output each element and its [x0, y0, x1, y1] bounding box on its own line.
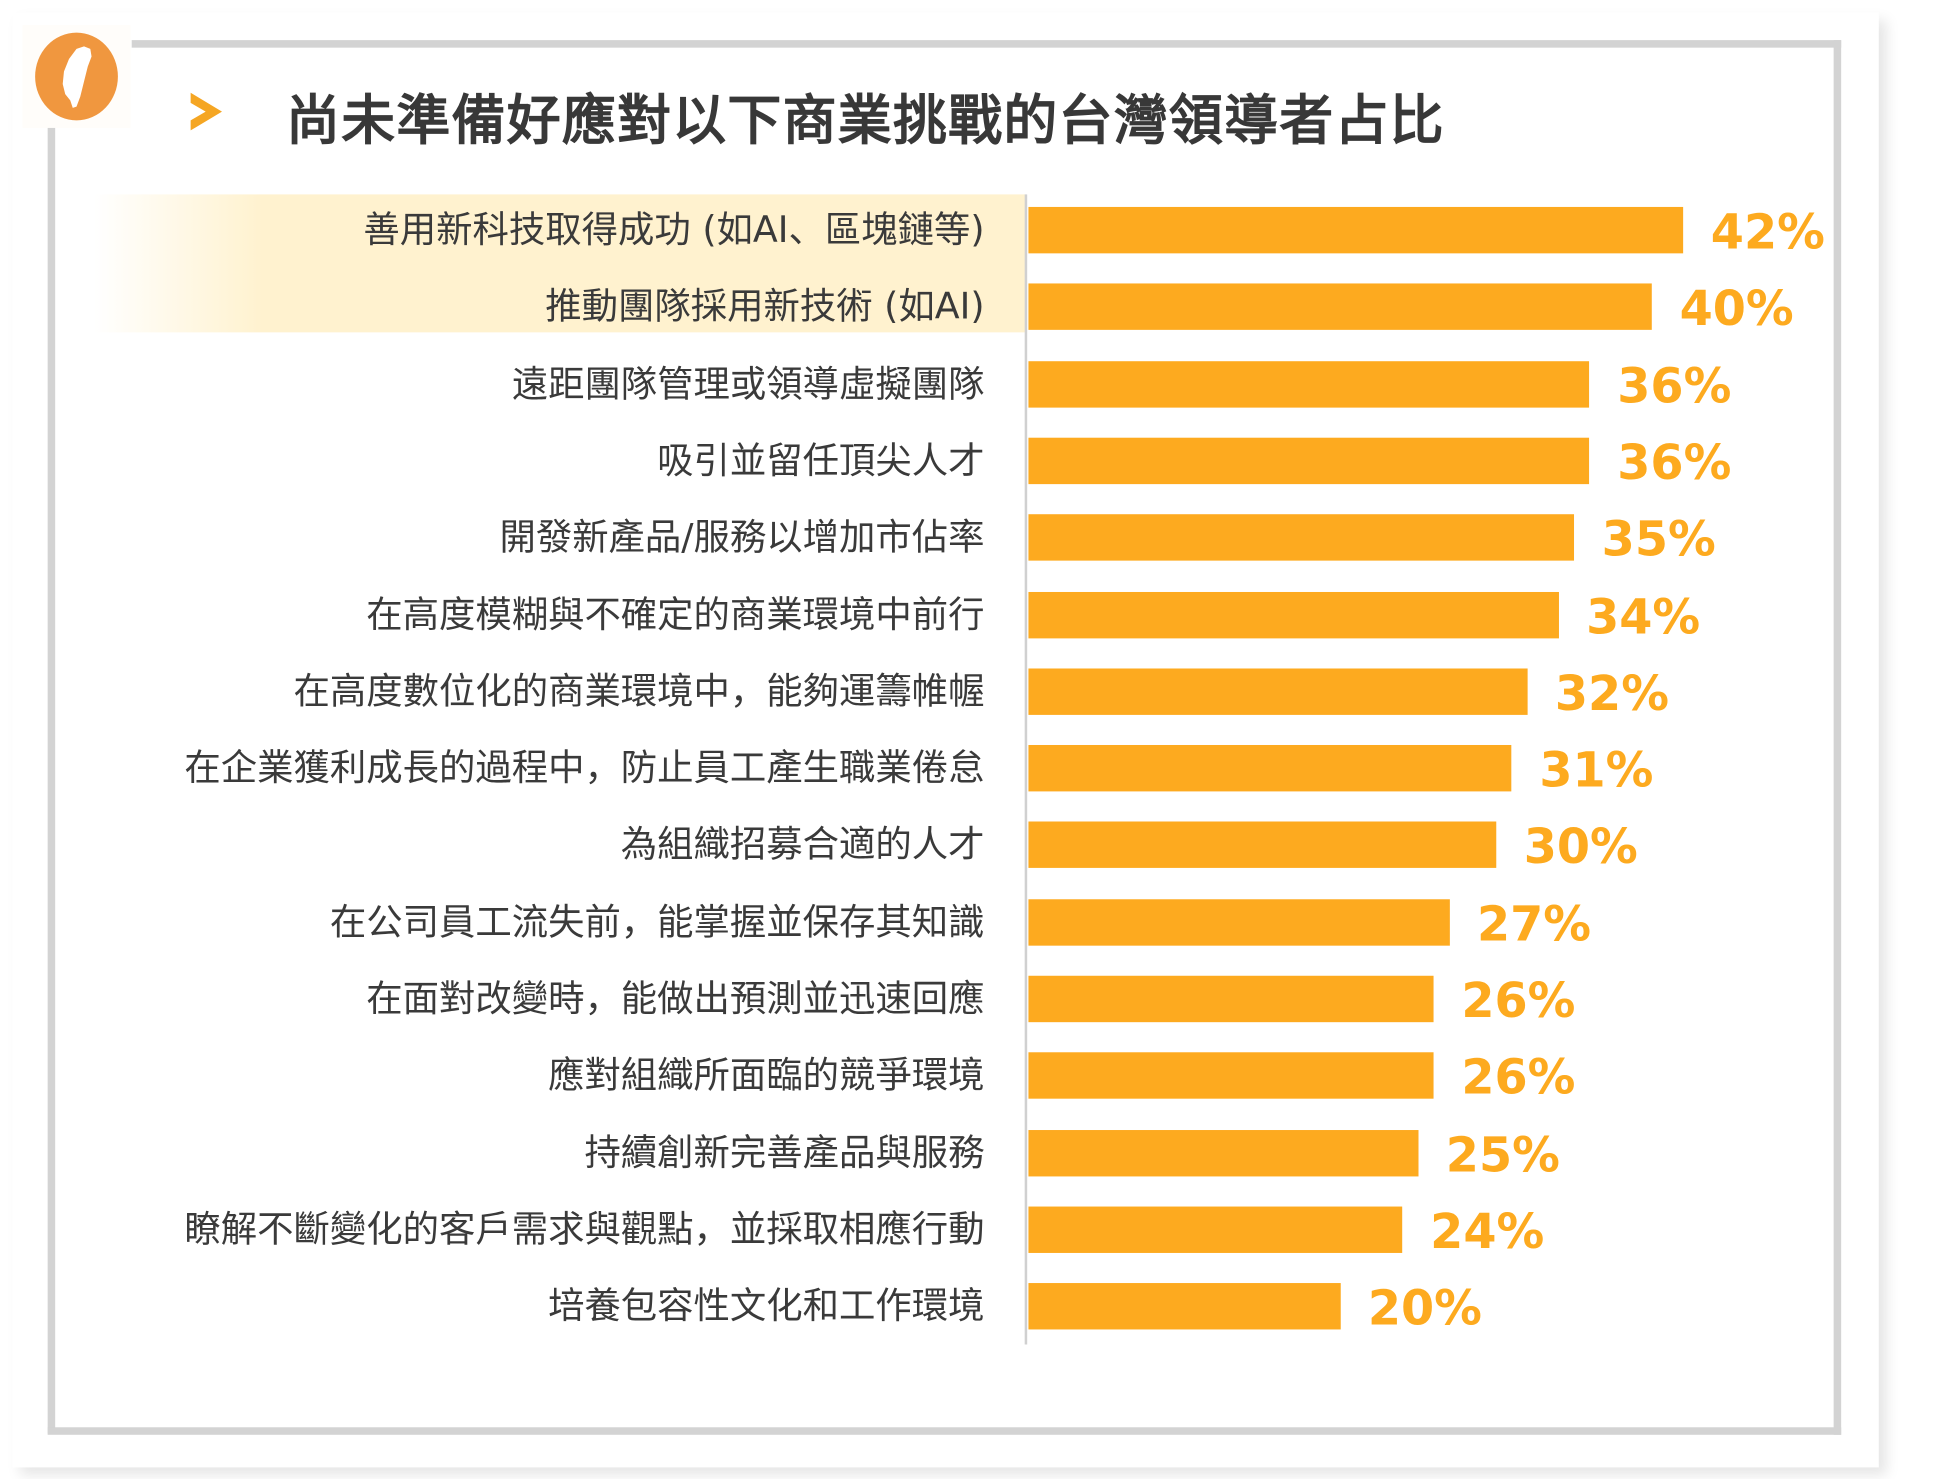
bar	[1028, 514, 1575, 561]
value-label: 31%	[1539, 742, 1654, 798]
category-label: 遠距團隊管理或領導虛擬團隊	[511, 361, 985, 405]
bar	[1028, 1206, 1403, 1253]
value-label: 20%	[1367, 1280, 1482, 1336]
category-label: 吸引並留任頂尖人才	[657, 438, 985, 482]
bar	[1028, 591, 1559, 638]
bar	[1028, 668, 1528, 715]
frame-border-top	[131, 40, 1842, 48]
value-label: 42%	[1710, 204, 1825, 260]
bar	[1028, 206, 1684, 254]
category-label: 瞭解不斷變化的客戶需求與觀點，並採取相應行動	[184, 1207, 985, 1251]
frame-border-left	[47, 125, 56, 1434]
value-label: 26%	[1461, 1050, 1576, 1106]
value-label: 36%	[1617, 435, 1732, 491]
bar	[1028, 283, 1653, 331]
bar	[1028, 1129, 1419, 1176]
value-label: 36%	[1617, 358, 1732, 414]
bar	[1028, 745, 1512, 792]
highlight-band	[94, 194, 1026, 333]
value-label: 32%	[1554, 665, 1669, 721]
category-label: 持續創新完善產品與服務	[584, 1130, 985, 1174]
category-label: 在企業獲利成長的過程中，防止員工產生職業倦怠	[184, 746, 985, 790]
value-label: 35%	[1601, 511, 1716, 568]
frame-border-bottom	[47, 1427, 1842, 1435]
bar	[1028, 360, 1590, 408]
value-label: 24%	[1430, 1203, 1545, 1260]
chart-title: 尚未準備好應對以下商業挑戰的台灣領導者占比	[285, 90, 1445, 154]
chevron-right-icon	[188, 90, 226, 138]
y-axis-line	[1024, 194, 1028, 1345]
frame-border-right	[1833, 40, 1842, 1435]
category-label: 在公司員工流失前，能掌握並保存其知識	[329, 900, 985, 943]
category-label: 應對組織所面臨的競爭環境	[548, 1053, 985, 1097]
taiwan-map-icon	[22, 25, 131, 128]
bar	[1028, 1283, 1341, 1330]
value-label: 27%	[1476, 896, 1592, 952]
value-label: 34%	[1586, 588, 1701, 645]
value-label: 30%	[1523, 819, 1638, 875]
bar	[1028, 437, 1590, 484]
value-label: 40%	[1679, 281, 1794, 337]
value-label: 26%	[1461, 973, 1576, 1029]
category-label: 為組織招募合適的人才	[620, 823, 985, 866]
category-label: 在面對改變時，能做出預測並迅速回應	[366, 977, 985, 1020]
bar	[1028, 1052, 1434, 1100]
bar	[1028, 898, 1450, 946]
bar	[1028, 975, 1434, 1023]
category-label: 培養包容性文化和工作環境	[548, 1284, 985, 1328]
category-label: 善用新科技取得成功 (如AI、區塊鏈等)	[363, 208, 985, 251]
category-label: 開發新產品/服務以增加市佔率	[499, 515, 985, 559]
category-label: 在高度模糊與不確定的商業環境中前行	[366, 592, 985, 636]
value-label: 25%	[1445, 1127, 1560, 1183]
bar	[1028, 821, 1497, 869]
category-label: 推動團隊採用新技術 (如AI)	[545, 285, 985, 328]
category-label: 在高度數位化的商業環境中，能夠運籌帷幄	[293, 669, 985, 713]
